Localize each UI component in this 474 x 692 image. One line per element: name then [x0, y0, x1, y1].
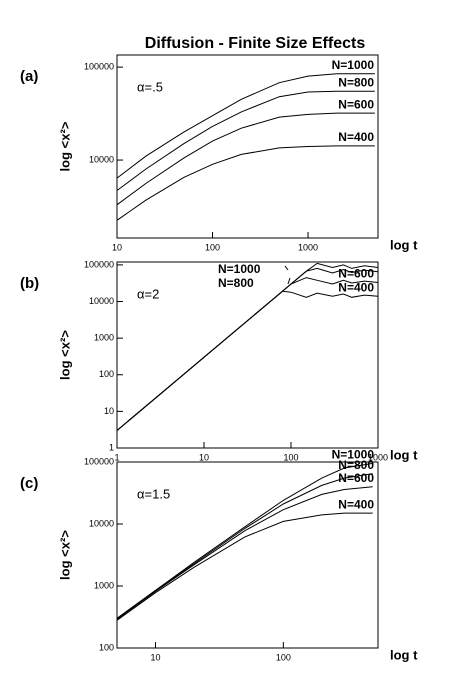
series-label: N=600	[338, 471, 374, 485]
annotation: α=.5	[137, 79, 163, 94]
plot-frame	[116, 461, 379, 649]
series-line	[116, 486, 373, 620]
series-line	[116, 90, 375, 191]
series-label: N=600	[338, 267, 374, 281]
series-label: N=600	[338, 97, 374, 111]
series-label: N=1000	[218, 262, 261, 276]
series-label: N=400	[338, 130, 374, 144]
y-tick-label: 100	[99, 642, 114, 652]
x-tick-label: 100	[283, 452, 298, 462]
x-axis-label: log t	[390, 237, 418, 252]
series-label: N=1000	[332, 58, 375, 72]
y-tick-label: 10	[104, 406, 114, 416]
x-tick-label: 10	[199, 452, 209, 462]
y-tick-label: 1000	[94, 580, 114, 590]
annotation: α=2	[137, 286, 159, 301]
y-tick-label: 10000	[89, 296, 114, 306]
label-arrow	[284, 265, 289, 271]
series-line	[116, 512, 373, 621]
y-tick-label: 100000	[84, 456, 114, 466]
x-axis-label: log t	[390, 447, 418, 462]
y-tick-label: 1000	[94, 333, 114, 343]
chart-title: Diffusion - Finite Size Effects	[145, 35, 366, 52]
panel-label: (a)	[20, 68, 38, 85]
y-tick-label: 1	[109, 442, 114, 452]
series-line	[116, 112, 375, 206]
y-axis-label: log <x²>	[57, 530, 72, 580]
x-tick-label: 1000	[298, 242, 318, 252]
y-tick-label: 100000	[84, 259, 114, 269]
plot-frame	[116, 261, 379, 449]
series-label: N=400	[338, 497, 374, 511]
series-label: N=1000	[332, 448, 375, 462]
plot-frame	[116, 54, 379, 239]
x-tick-label: 10	[150, 652, 160, 662]
series-line	[116, 73, 375, 179]
series-label: N=400	[338, 280, 374, 294]
y-tick-label: 100000	[84, 61, 114, 71]
label-arrow	[287, 277, 291, 285]
series-label: N=800	[218, 276, 254, 290]
x-tick-label: 100	[205, 242, 220, 252]
x-tick-label: 1000	[368, 452, 388, 462]
y-tick-label: 100	[99, 369, 114, 379]
series-line	[116, 473, 373, 619]
x-tick-label: 1	[114, 452, 119, 462]
y-tick-label: 10000	[89, 518, 114, 528]
x-tick-label: 100	[276, 652, 291, 662]
panel-label: (b)	[20, 275, 39, 292]
y-axis-label: log <x²>	[57, 121, 72, 171]
x-axis-label: log t	[390, 647, 418, 662]
x-tick-label: 10	[112, 242, 122, 252]
series-label: N=800	[338, 75, 374, 89]
series-label: N=800	[338, 458, 374, 472]
y-tick-label: 10000	[89, 154, 114, 164]
y-axis-label: log <x²>	[57, 330, 72, 380]
annotation: α=1.5	[137, 486, 170, 501]
series-line	[116, 290, 379, 431]
panel-label: (c)	[20, 475, 38, 492]
series-line	[116, 145, 375, 221]
